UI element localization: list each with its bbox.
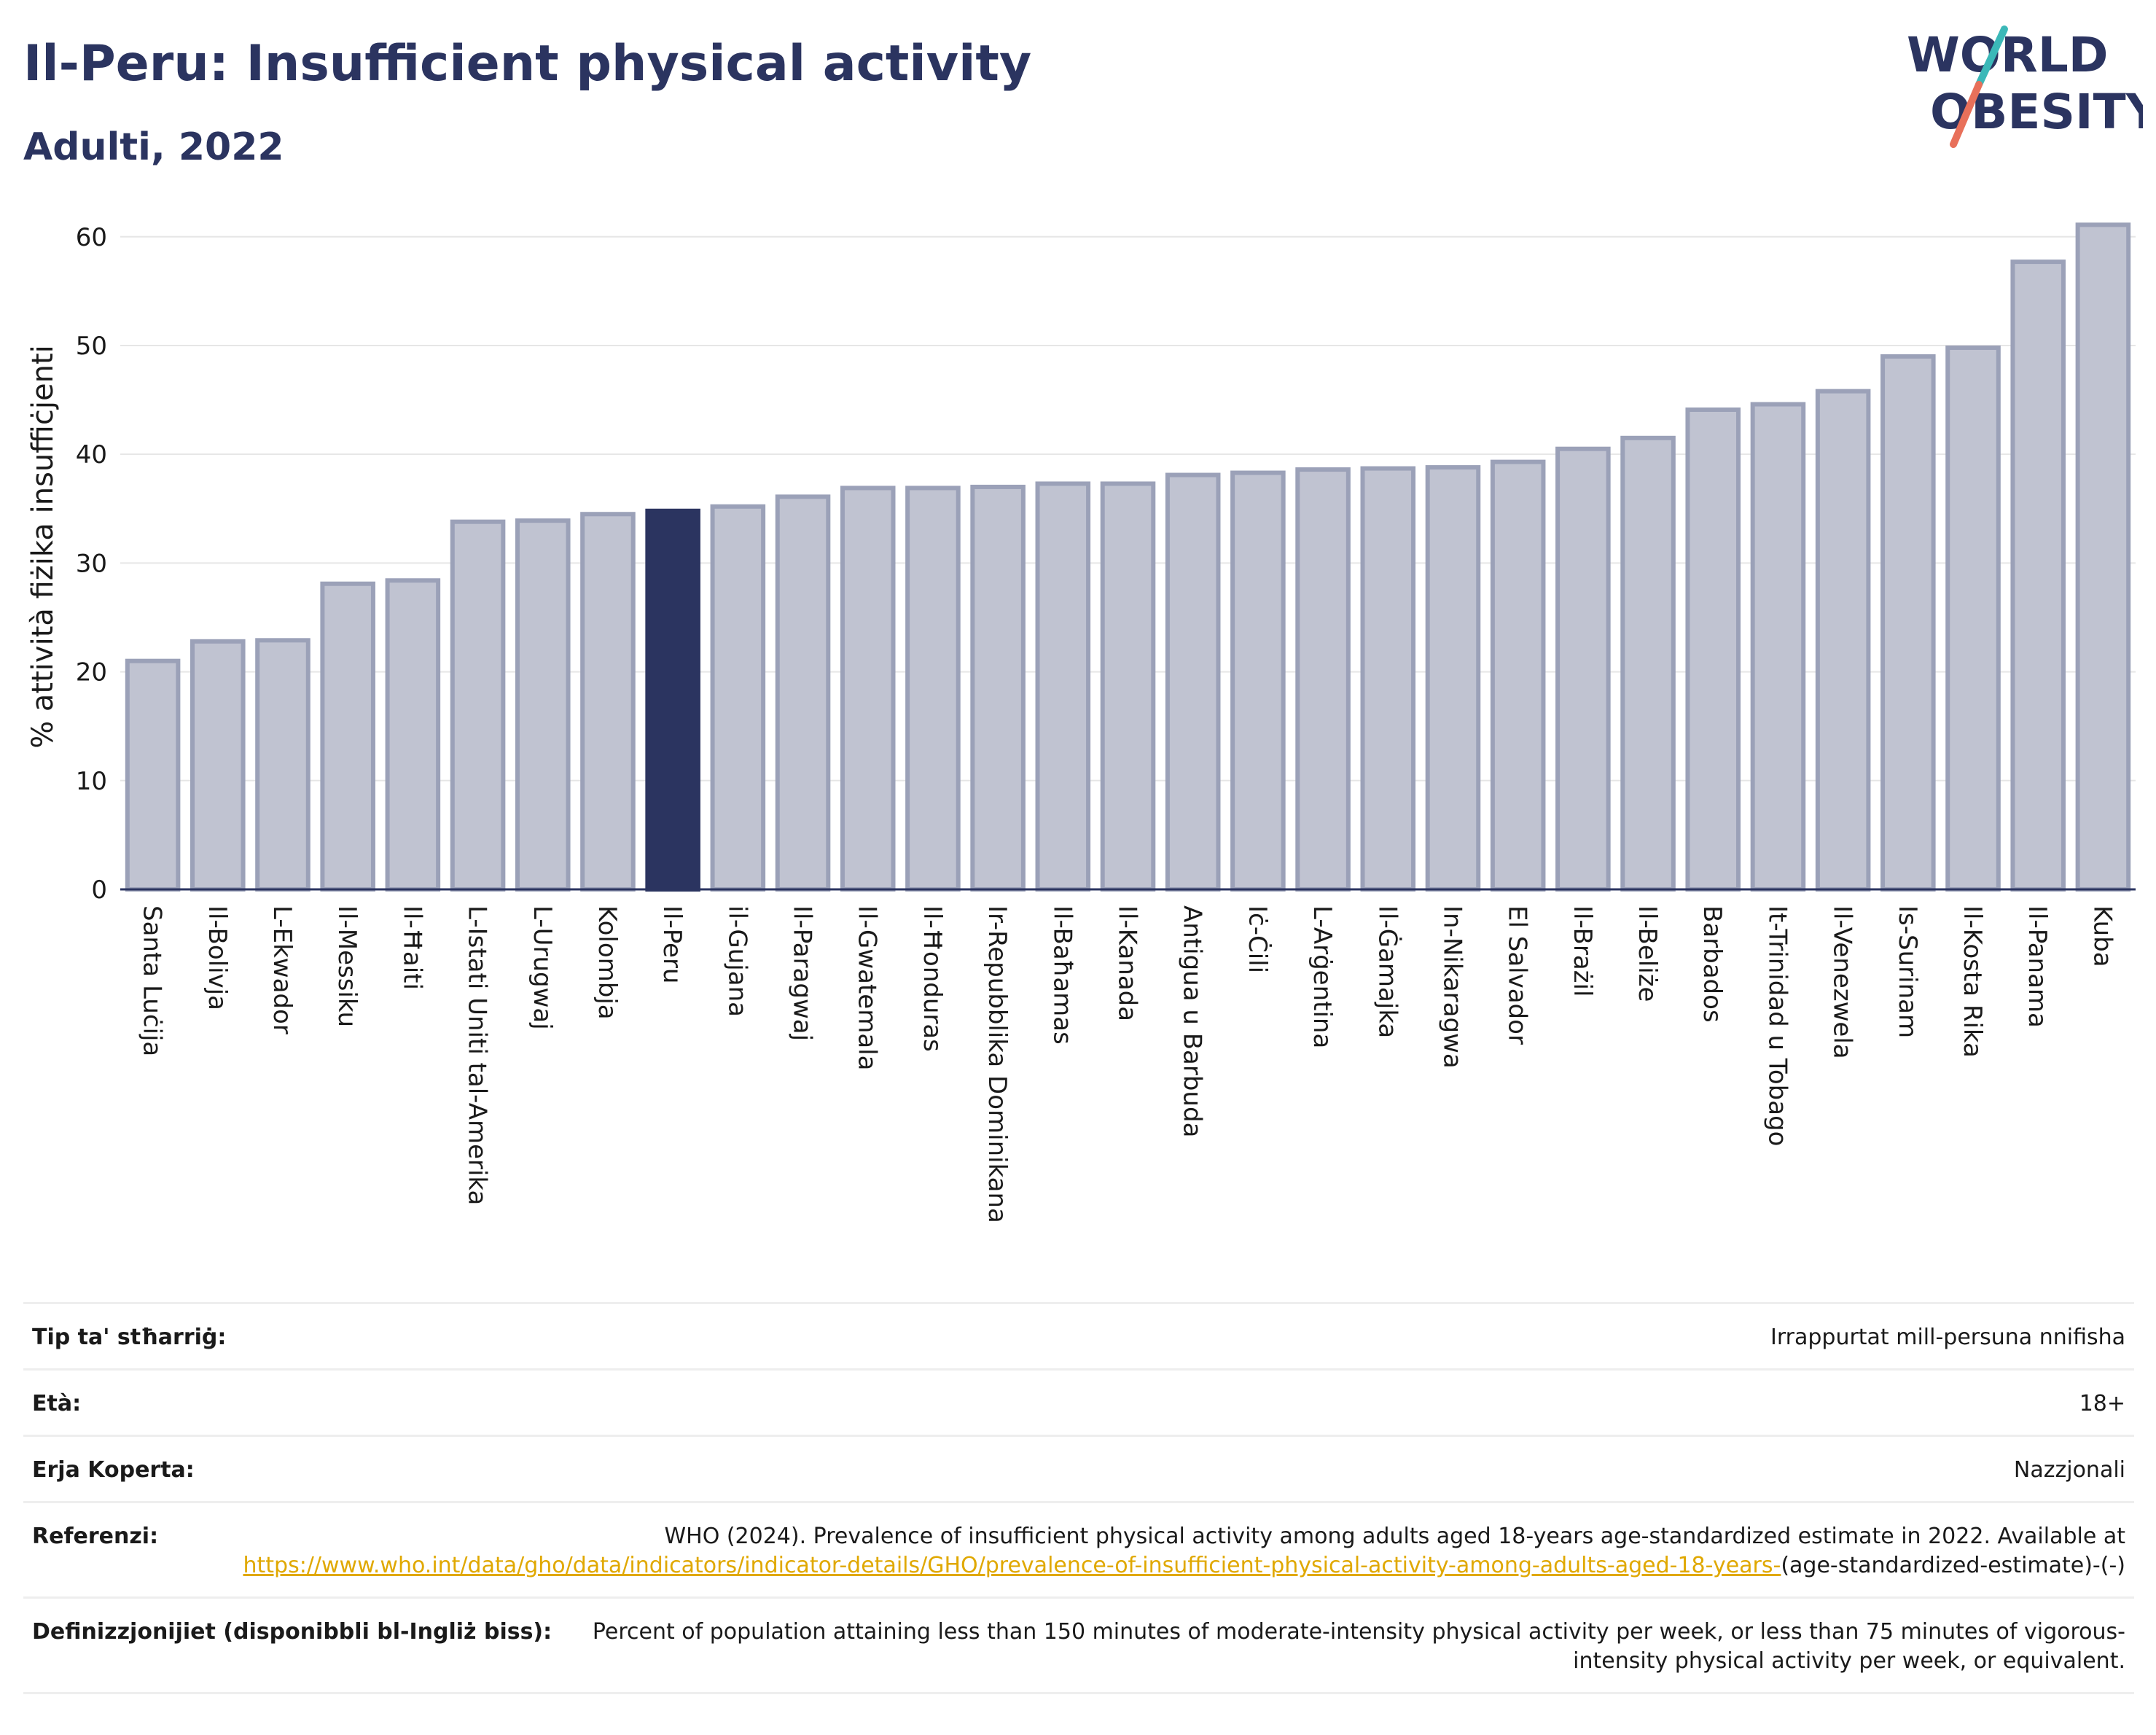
metadata-table: Tip ta' stħarriġ: Irrappurtat mill-persu…: [23, 1302, 2134, 1694]
chart-subtitle: Adulti, 2022: [23, 125, 284, 169]
bar-17: [1230, 470, 1286, 892]
reference-link[interactable]: https://www.who.int/data/gho/data/indica…: [243, 1553, 1781, 1578]
x-tick-label: Santa Luċija: [138, 905, 167, 1056]
bar-4: [385, 578, 441, 892]
logo-slash-top: [1975, 26, 2008, 88]
x-tick-label: Il-Paragwaj: [788, 905, 817, 1041]
meta-value: Nazzjonali: [2013, 1457, 2125, 1483]
x-tick-label: Il-Beliże: [1633, 905, 1662, 1002]
meta-value: Percent of population attaining less tha…: [592, 1619, 2125, 1674]
reference-suffix: (age-standardized-estimate)-(-): [1781, 1553, 2125, 1578]
bar-7: [580, 512, 636, 892]
x-tick-label: Antigua u Barbuda: [1178, 905, 1207, 1137]
y-tick-label: 10: [76, 767, 107, 796]
y-tick-label: 0: [91, 876, 107, 905]
bar-chart: 0 10 20 30 40 50 60 % attività fiżika insuffiċj…: [26, 222, 2136, 1223]
bar-6: [515, 518, 571, 892]
y-tick-label: 50: [76, 332, 107, 361]
bar-30: [2075, 222, 2131, 892]
bar-19: [1360, 466, 1416, 892]
bar-8: [645, 508, 700, 892]
meta-row-area: Erja Koperta: Nazzjonali: [23, 1435, 2134, 1501]
x-tick-label: Kolombja: [593, 905, 622, 1020]
x-tick-label: il-Gujana: [722, 905, 751, 1017]
x-tick-label: Il-Ġamajka: [1372, 905, 1402, 1038]
bar-14: [1035, 481, 1091, 892]
y-axis-label: % attività fiżika insuffiċjenti: [26, 345, 60, 749]
bar-0: [125, 658, 181, 892]
meta-row-references: Referenzi: WHO (2024). Prevalence of ins…: [23, 1501, 2134, 1596]
bar-9: [710, 504, 766, 892]
x-tick-label: Il-Baħamas: [1047, 905, 1077, 1045]
label-layer: Santa Luċija Il-Bolivja L-Ekwador Il-Messik…: [138, 905, 2117, 1223]
x-tick-label: Il-Messiku: [332, 905, 362, 1027]
bar-11: [840, 486, 896, 892]
meta-value: Irrappurtat mill-persuna nnifisha: [1770, 1325, 2125, 1350]
bar-22: [1555, 446, 1611, 892]
bar-12: [905, 486, 961, 892]
meta-key: Definizzjonijiet (disponibbli bl-Ingliż …: [32, 1619, 552, 1645]
x-tick-label: Il-Gwatemala: [853, 905, 882, 1070]
x-tick-label: Il-Peru: [657, 905, 687, 983]
x-tick-label: Il-Kosta Rika: [1958, 905, 1987, 1058]
meta-key: Erja Koperta:: [32, 1457, 195, 1483]
meta-value: 18+: [2079, 1391, 2125, 1416]
reference-text: WHO (2024). Prevalence of insufficient p…: [664, 1524, 2125, 1549]
bar-5: [450, 519, 506, 892]
bar-21: [1490, 459, 1546, 892]
logo-slash-bottom: [1950, 81, 1983, 148]
bar-3: [320, 581, 375, 892]
meta-key: Tip ta' stħarriġ:: [32, 1325, 227, 1350]
bar-26: [1815, 389, 1871, 892]
x-tick-label: Il-Ħonduras: [918, 905, 947, 1052]
x-tick-label: Barbados: [1698, 905, 1727, 1023]
x-tick-label: Il-Venezwela: [1828, 905, 1857, 1059]
chart-title: Il-Peru: Insufficient physical activity: [23, 35, 1032, 93]
bar-20: [1425, 465, 1481, 892]
bar-24: [1685, 408, 1741, 892]
x-tick-label: L-Arġentina: [1308, 905, 1337, 1048]
bar-2: [255, 638, 310, 892]
x-tick-label: L-Urugwaj: [528, 905, 557, 1030]
bar-16: [1165, 472, 1221, 892]
meta-value: WHO (2024). Prevalence of insufficient p…: [187, 1522, 2125, 1580]
bar-15: [1100, 481, 1156, 892]
x-tick-label: Il-Bolivja: [203, 905, 232, 1010]
x-tick-label: Is-Surinam: [1893, 905, 1922, 1038]
meta-row-age: Età: 18+: [23, 1368, 2134, 1435]
x-tick-label: Il-Ħaiti: [397, 905, 426, 990]
meta-row-survey-type: Tip ta' stħarriġ: Irrappurtat mill-persu…: [23, 1302, 2134, 1368]
world-obesity-logo: WORLD OBESITY: [1907, 26, 2143, 148]
axis-layer: 0 10 20 30 40 50 60 % attività fiżika insuffiċj…: [26, 223, 2136, 905]
x-tick-label: Iċ-Ċili: [1243, 905, 1273, 973]
meta-key: Referenzi:: [32, 1524, 159, 1549]
y-tick-label: 40: [76, 440, 107, 469]
x-tick-label: Il-Panama: [2023, 905, 2052, 1028]
x-tick-label: In-Nikaragwa: [1437, 905, 1466, 1069]
meta-key: Età:: [32, 1391, 82, 1416]
x-tick-label: El Salvador: [1503, 905, 1532, 1045]
y-tick-label: 30: [76, 549, 107, 578]
x-tick-label: Il-Kanada: [1113, 905, 1142, 1021]
bar-29: [2010, 260, 2066, 892]
bar-25: [1750, 402, 1806, 892]
bar-layer: [125, 222, 2131, 892]
meta-row-definitions: Definizzjonijiet (disponibbli bl-Ingliż …: [23, 1596, 2134, 1694]
x-tick-label: It-Trinidad u Tobago: [1762, 905, 1792, 1146]
bar-1: [190, 639, 246, 892]
x-tick-label: Ir-Repubblika Dominikana: [983, 905, 1012, 1223]
bar-18: [1295, 467, 1351, 892]
x-tick-label: L-Ekwador: [267, 905, 297, 1034]
x-tick-label: Kuba: [2087, 905, 2117, 967]
bar-23: [1620, 435, 1676, 892]
y-tick-label: 20: [76, 658, 107, 687]
bar-10: [775, 494, 831, 892]
bar-28: [1945, 345, 2001, 892]
x-tick-label: Il-Brażil: [1568, 905, 1597, 997]
y-tick-label: 60: [76, 223, 107, 252]
logo-line-1: WORLD: [1907, 27, 2109, 83]
bar-13: [970, 484, 1026, 892]
bar-27: [1880, 354, 1936, 892]
x-tick-label: L-Istati Uniti tal-Amerika: [463, 905, 492, 1205]
